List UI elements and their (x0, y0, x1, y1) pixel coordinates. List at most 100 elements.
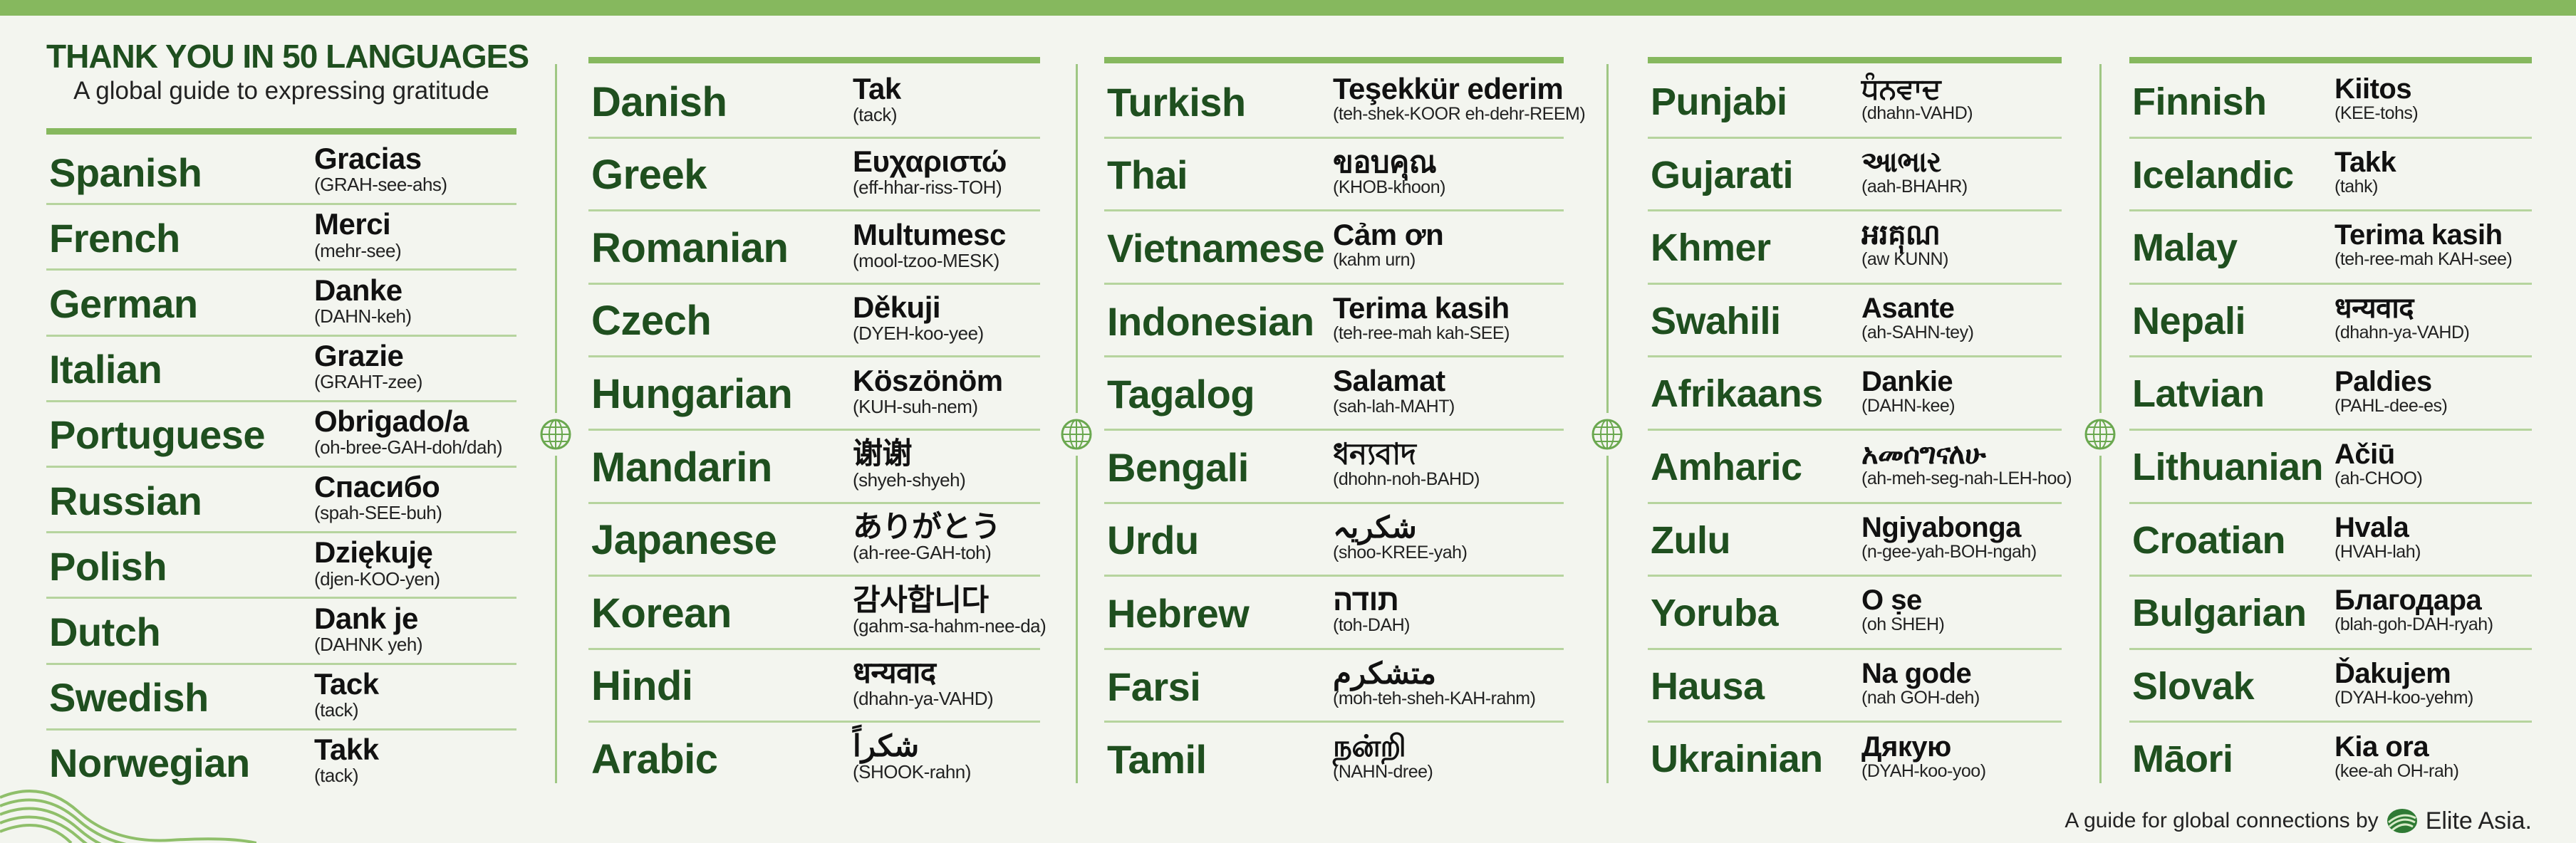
pronunciation: (GRAHT-zee) (314, 370, 422, 392)
pronunciation: (mool-tzoo-MESK) (853, 249, 999, 271)
language-row: Malay Terima kasih (teh-ree-mah KAH-see) (2129, 211, 2532, 285)
translation: Terima kasih (teh-ree-mah kah-SEE) (1333, 292, 1510, 344)
translation: Asante (ah-SAHN-tey) (1861, 293, 1974, 343)
thank-you-word: Dankie (1861, 365, 1953, 397)
translation: Ευχαριστώ (eff-hhar-riss-TOH) (853, 145, 1007, 199)
language-column: Spanish Gracias (GRAH-see-ahs) French Merci(… (46, 128, 516, 796)
pronunciation: (DYEH-koo-yee) (853, 323, 984, 345)
language-row: Ukrainian Дякую (DYAH-koo-yoo) (1648, 723, 2062, 796)
translation: Köszönöm (KUH-suh-nem) (853, 365, 1003, 417)
language-row: Greek Ευχαριστώ (eff-hhar-riss-TOH) (588, 139, 1040, 212)
translation: Merci (mehr-see) (314, 207, 402, 261)
language-row: Hausa Na gode (nah GOH-deh) (1648, 650, 2062, 723)
thank-you-word: Gracias (314, 142, 422, 176)
pronunciation: (shoo-KREE-yah) (1333, 542, 1468, 562)
language-row: Latvian Paldies (PAHL-dee-es) (2129, 357, 2532, 431)
language-name: Malay (2132, 226, 2238, 270)
pronunciation: (KHOB-khoon) (1333, 177, 1445, 197)
language-name: Farsi (1107, 664, 1201, 709)
thank-you-word: 谢谢 (853, 436, 913, 471)
thank-you-word: O ṣe (1861, 585, 1922, 617)
thank-you-word: நன்றி (1333, 729, 1406, 763)
language-name: Swedish (49, 675, 209, 721)
translation: Teşekkür ederim (teh-shek-KOOR eh-dehr-RE… (1333, 72, 1586, 125)
pronunciation: (teh-ree-mah KAH-see) (2334, 249, 2513, 270)
language-row: Norwegian Takk (tack) (46, 731, 516, 796)
language-column: Punjabi ਧੰਨਵਾਦ (dhahn-VAHD) Gujarati આભાર (aa… (1648, 57, 2072, 796)
translation: متشکرم (moh-teh-sheh-KAH-rahm) (1333, 657, 1536, 709)
thank-you-word: Дякую (1861, 731, 1951, 763)
translation: Cảm ơn (kahm urn) (1333, 218, 1444, 271)
pronunciation: (tack) (314, 765, 358, 787)
globe-icon (1591, 419, 1623, 450)
language-row: Punjabi ਧੰਨਵਾਦ (dhahn-VAHD) (1648, 66, 2062, 139)
globe-icon (540, 419, 571, 450)
translation: Dank je (DAHNK yeh) (314, 602, 422, 655)
thank-you-word: Ngiyabonga (1861, 511, 2021, 543)
page-subtitle: A global guide to expressing gratitude (73, 77, 489, 105)
language-row: Māori Kia ora (kee-ah OH-rah) (2129, 723, 2532, 796)
language-name: Norwegian (49, 740, 250, 786)
pronunciation: (sah-lah-MAHT) (1333, 396, 1455, 417)
pronunciation: (moh-teh-sheh-KAH-rahm) (1333, 688, 1536, 708)
column-divider (555, 456, 557, 783)
language-row: Italian Grazie (GRAHT-zee) (46, 337, 516, 402)
column-divider (1076, 64, 1078, 413)
language-row: Spanish Gracias (GRAH-see-ahs) (46, 140, 516, 206)
column-rule (1648, 57, 2062, 63)
thank-you-word: תודה (1333, 583, 1399, 617)
thank-you-word: Asante (1861, 293, 1955, 325)
translation: Dankie (DAHN-kee) (1861, 365, 1956, 417)
pronunciation: (blah-goh-DAH-ryah) (2334, 614, 2493, 635)
pronunciation: (tahk) (2334, 176, 2378, 197)
thank-you-word: Merci (314, 207, 391, 241)
pronunciation: (DYAH-koo-yehm) (2334, 688, 2473, 708)
pronunciation: (aah-BHAHR) (1861, 176, 1968, 197)
language-name: Swahili (1651, 299, 1781, 342)
thank-you-word: धन्यवाद (853, 656, 936, 690)
translation: ਧੰਨਵਾਦ (dhahn-VAHD) (1861, 74, 1973, 124)
globe-icon (1061, 419, 1092, 450)
language-row: Dutch Dank je (DAHNK yeh) (46, 599, 516, 665)
translation: Благодара (blah-goh-DAH-ryah) (2334, 585, 2493, 635)
thank-you-word: આભાર (1861, 146, 1941, 178)
language-name: Hindi (591, 663, 693, 710)
language-row: Farsi متشکرم (moh-teh-sheh-KAH-rahm) (1104, 650, 1564, 723)
translation: धन्यवाद (dhahn-ya-VAHD) (853, 656, 994, 709)
language-row: Yoruba O ṣe (oh SHEH) (1648, 577, 2062, 650)
language-name: German (49, 281, 198, 326)
language-name: Amharic (1651, 445, 1802, 488)
thank-you-word: Kia ora (2334, 731, 2429, 763)
pronunciation: (ah-SAHN-tey) (1861, 323, 1974, 343)
thank-you-word: Cảm ơn (1333, 218, 1444, 252)
language-name: Korean (591, 590, 732, 637)
language-name: Danish (591, 78, 727, 125)
translation: Ačiū (ah-CHOO) (2334, 439, 2423, 489)
thank-you-word: धन्यवाद (2334, 293, 2414, 325)
language-name: Italian (49, 347, 162, 392)
column-divider (1606, 456, 1609, 783)
translation: 谢谢 (shyeh-shyeh) (853, 436, 966, 490)
language-row: Hebrew תודה (toh-DAH) (1104, 577, 1564, 650)
language-row: Afrikaans Dankie (DAHN-kee) (1648, 357, 2062, 431)
pronunciation: (kahm urn) (1333, 250, 1416, 271)
thank-you-word: Teşekkür ederim (1333, 72, 1564, 106)
language-name: Lithuanian (2132, 445, 2323, 488)
pronunciation: (eff-hhar-riss-TOH) (853, 177, 1002, 199)
language-name: Croatian (2132, 518, 2286, 562)
pronunciation: (gahm-sa-hahm-nee-da) (853, 614, 1046, 637)
footer: A guide for global connections by Elite … (2065, 807, 2532, 835)
column-divider (2099, 64, 2102, 413)
translation: Na gode (nah GOH-deh) (1861, 659, 1980, 708)
pronunciation: (DAHN-kee) (1861, 395, 1956, 416)
thank-you-word: Obrigado/a (314, 404, 469, 439)
language-row: French Merci (mehr-see) (46, 205, 516, 271)
language-row: Romanian Multumesc (mool-tzoo-MESK) (588, 211, 1040, 285)
translation: Спасибо (spah-SEE-buh) (314, 471, 442, 523)
pronunciation: (oh-bree-GAH-doh/dah) (314, 436, 503, 459)
language-name: Dutch (49, 609, 161, 654)
language-row: Urdu شکریہ (shoo-KREE-yah) (1104, 504, 1564, 577)
thank-you-word: Tack (314, 666, 379, 701)
translation: Kiitos (KEE-tohs) (2334, 74, 2419, 124)
language-row: Polish Dziękuję (djen-KOO-yen) (46, 533, 516, 599)
